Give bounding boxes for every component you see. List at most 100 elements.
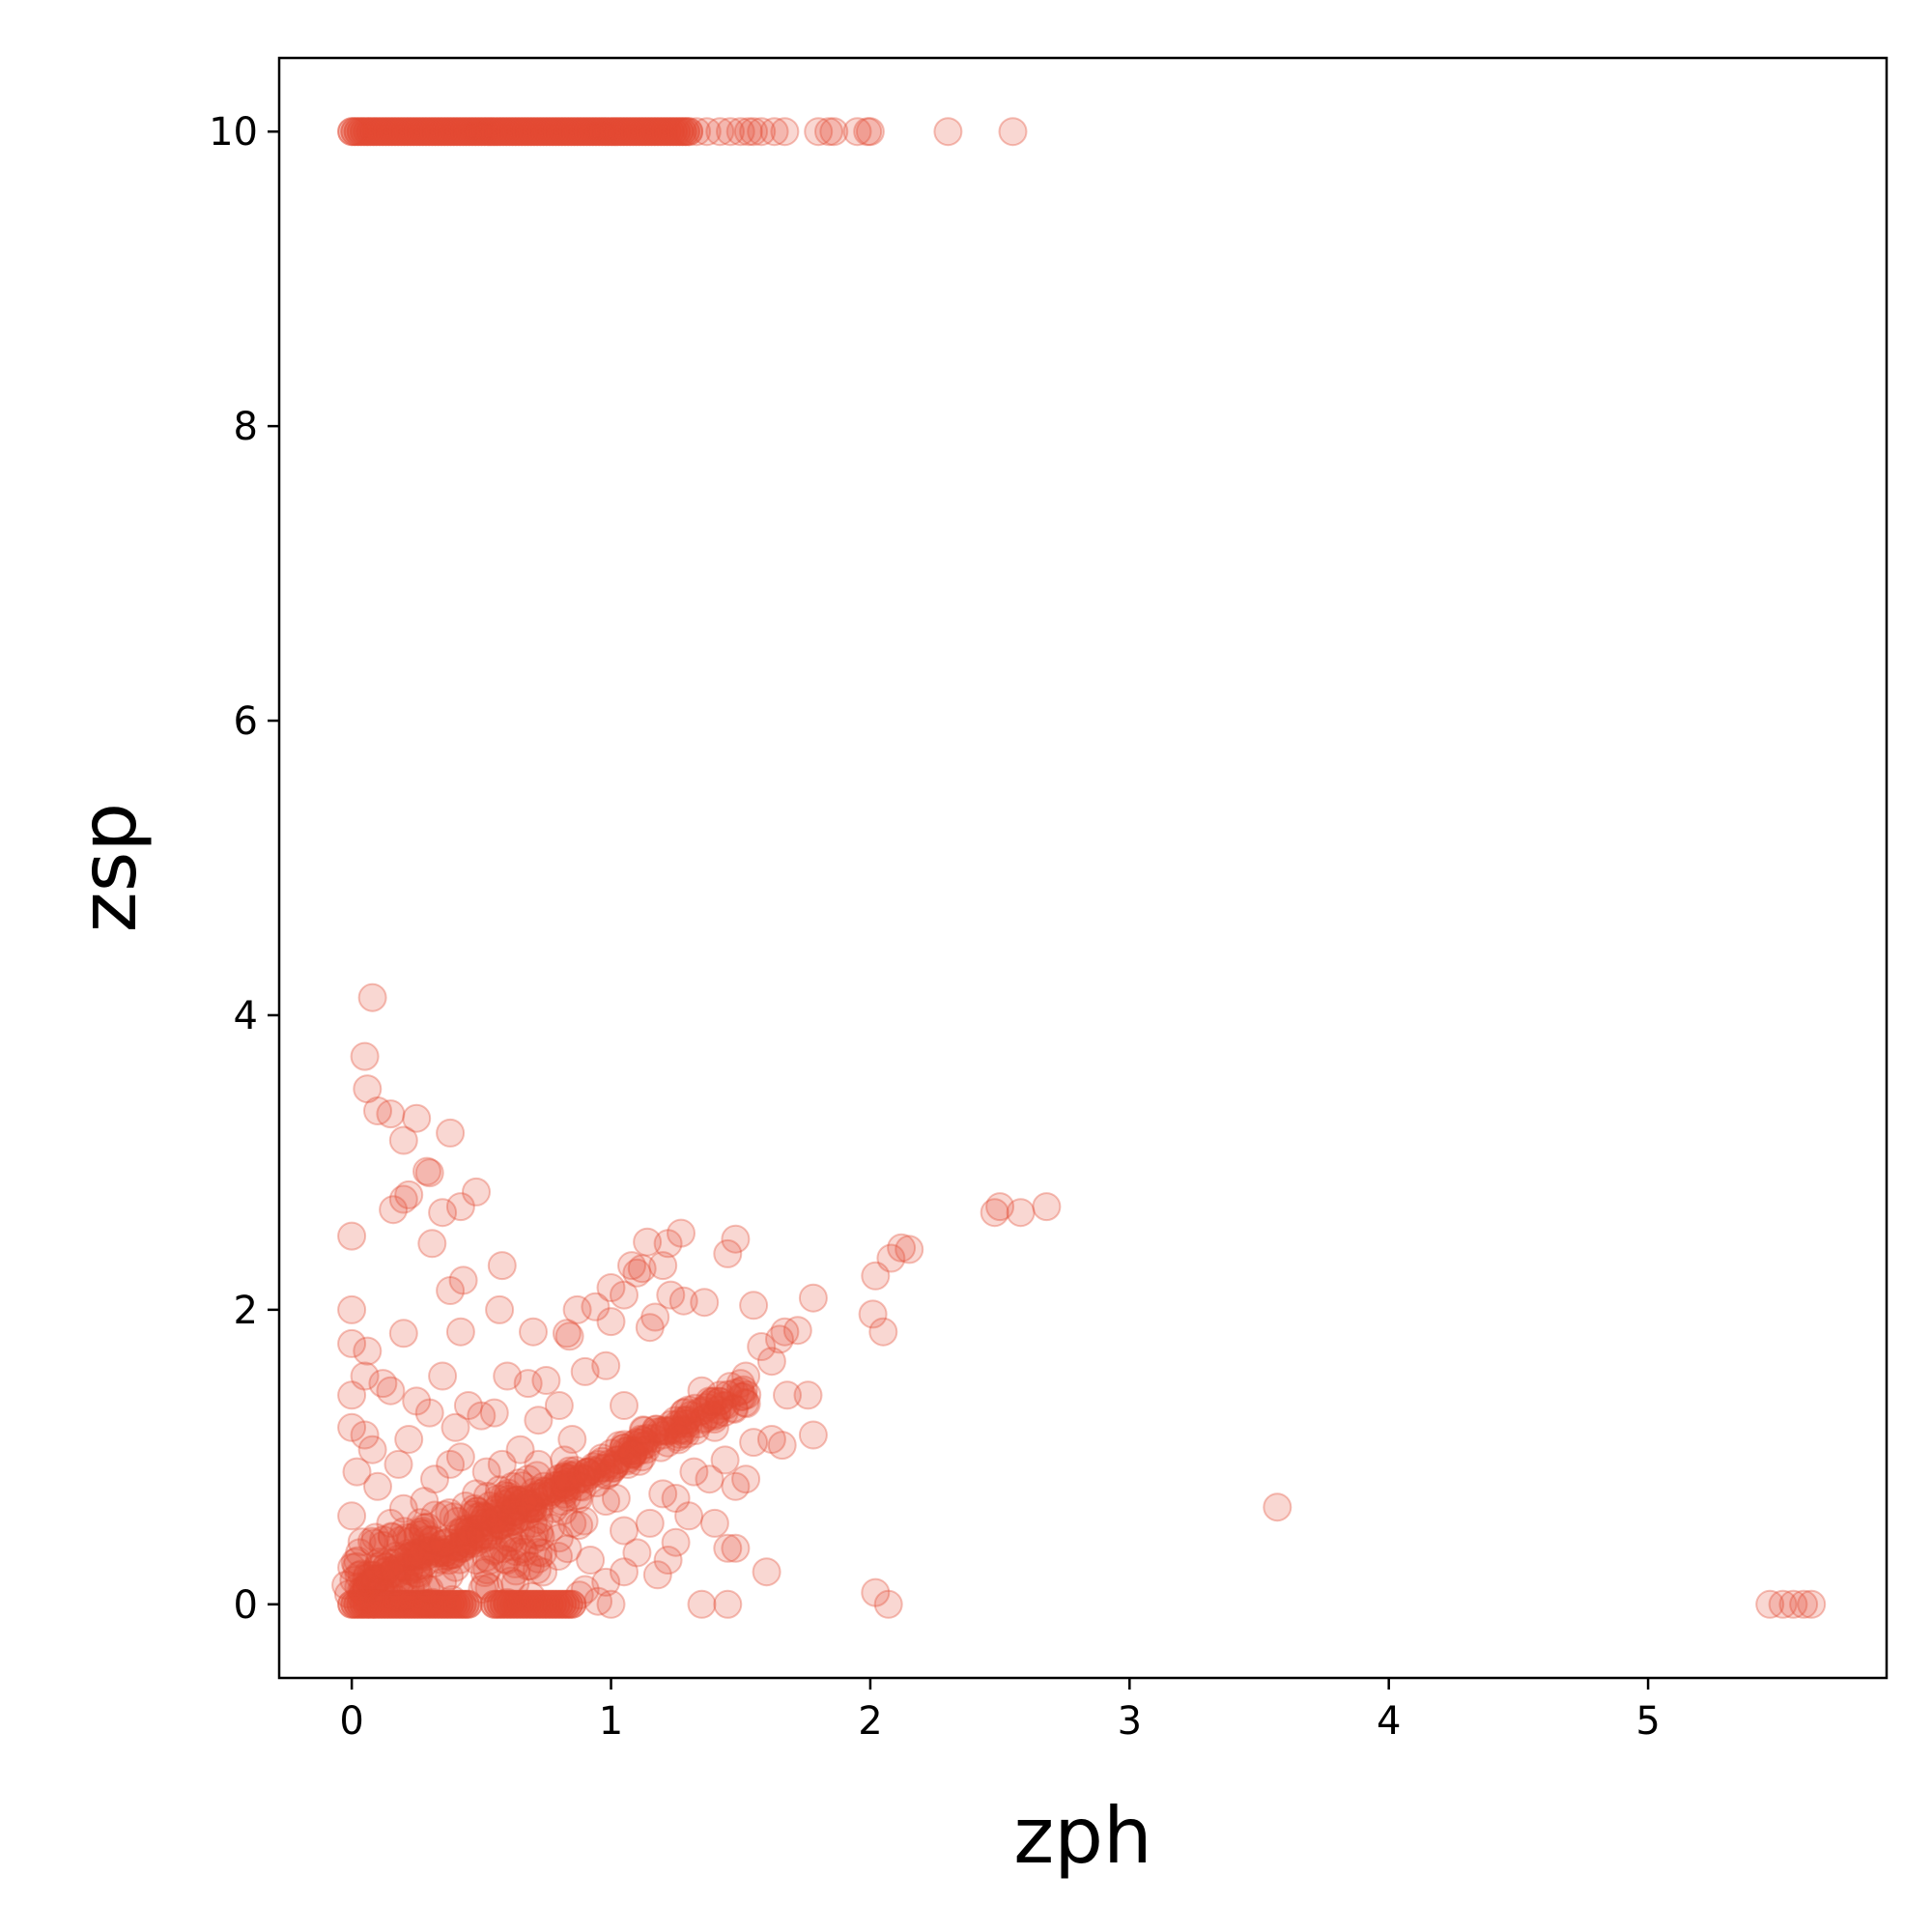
scatter-point [725,1377,755,1406]
scatter-point [590,117,620,147]
scatter-point [436,1589,466,1619]
scatter-point [353,1560,383,1590]
scatter-point [412,1589,441,1619]
scatter-point [464,1514,494,1544]
scatter-point [427,117,456,147]
scatter-point [518,1493,548,1523]
scatter-point [337,1380,367,1410]
scatter-point [498,1532,527,1562]
scatter-point [632,1423,662,1453]
scatter-point [728,1381,758,1411]
scatter-point [612,117,641,147]
scatter-point [453,1589,483,1619]
y-tick-label: 4 [234,994,258,1038]
scatter-point [516,117,546,147]
scatter-point [485,117,515,147]
scatter-point [436,117,466,147]
scatter-point [441,1532,471,1562]
scatter-point [593,1449,623,1479]
scatter-point [563,1481,593,1511]
scatter-point [406,1541,436,1571]
scatter-point [402,1386,432,1416]
scatter-point [523,1481,553,1511]
scatter-point [697,1387,727,1417]
scatter-point [524,1537,554,1567]
scatter-point [374,117,404,147]
scatter-point [353,1572,383,1602]
scatter-point [702,1395,732,1425]
scatter-point [412,1588,442,1618]
scatter-point [670,117,700,147]
scatter-point [583,1586,613,1616]
scatter-point [713,1589,743,1619]
scatter-point [475,1508,505,1538]
scatter-point [634,117,664,147]
scatter-point [363,1572,393,1602]
scatter-point [628,1425,658,1455]
scatter-point [720,1394,750,1424]
scatter-point [406,1589,436,1619]
scatter-point [547,1487,577,1517]
scatter-point [668,1406,698,1435]
scatter-point [507,1534,537,1564]
scatter-point [457,1526,487,1555]
scatter-point [359,1528,389,1558]
scatter-point [344,1572,374,1602]
scatter-point [630,1427,660,1456]
scatter-point [523,117,553,147]
scatter-point [448,117,478,147]
scatter-point [661,1484,691,1513]
scatter-point [652,117,682,147]
scatter-point [544,117,574,147]
scatter-point [664,1415,694,1445]
scatter-point [627,1254,657,1284]
scatter-point [370,1557,400,1587]
scatter-point [430,1589,460,1619]
scatter-point [524,1449,554,1479]
scatter-point [510,117,540,147]
scatter-point [368,117,398,147]
scatter-point [739,117,769,147]
scatter-point [470,1501,500,1531]
scatter-point [357,1568,387,1598]
y-axis-title: zsp [64,803,154,932]
scatter-point [695,1390,724,1420]
scatter-point [396,117,425,147]
scatter-point [364,1589,393,1619]
scatter-point [687,1376,717,1406]
y-axis-ticks: 0 2 4 6 8 10 [209,110,279,1628]
scatter-point [725,1369,755,1399]
scatter-point [687,1589,717,1619]
scatter-point [433,1589,463,1619]
scatter-point [516,117,546,147]
scatter-point [525,1505,554,1534]
scatter-point [513,1551,543,1581]
scatter-point [559,1460,589,1490]
scatter-point [684,1397,714,1427]
scatter-point [553,1534,582,1564]
scatter-point [461,117,491,147]
scatter-point [502,1589,532,1619]
scatter-point [389,1517,419,1547]
scatter-point [553,1463,582,1493]
scatter-point [502,1485,531,1515]
scatter-point [626,1424,656,1454]
y-tick-label: 2 [234,1289,258,1333]
scatter-point [552,1462,582,1492]
scatter-point [440,1412,470,1442]
scatter-point [641,1414,671,1444]
scatter-point [596,1307,626,1337]
scatter-point [396,1574,425,1604]
scatter-point [543,1470,573,1500]
scatter-point [464,117,494,147]
scatter-point [539,1493,569,1523]
scatter-point [337,1589,367,1619]
scatter-point [562,117,592,147]
scatter-point [430,117,460,147]
scatter-point [365,1573,395,1603]
scatter-point [462,1177,491,1207]
scatter-point [782,1316,812,1346]
x-tick-label: 1 [599,1699,623,1744]
scatter-point [484,1510,514,1540]
scatter-point [337,1221,367,1251]
